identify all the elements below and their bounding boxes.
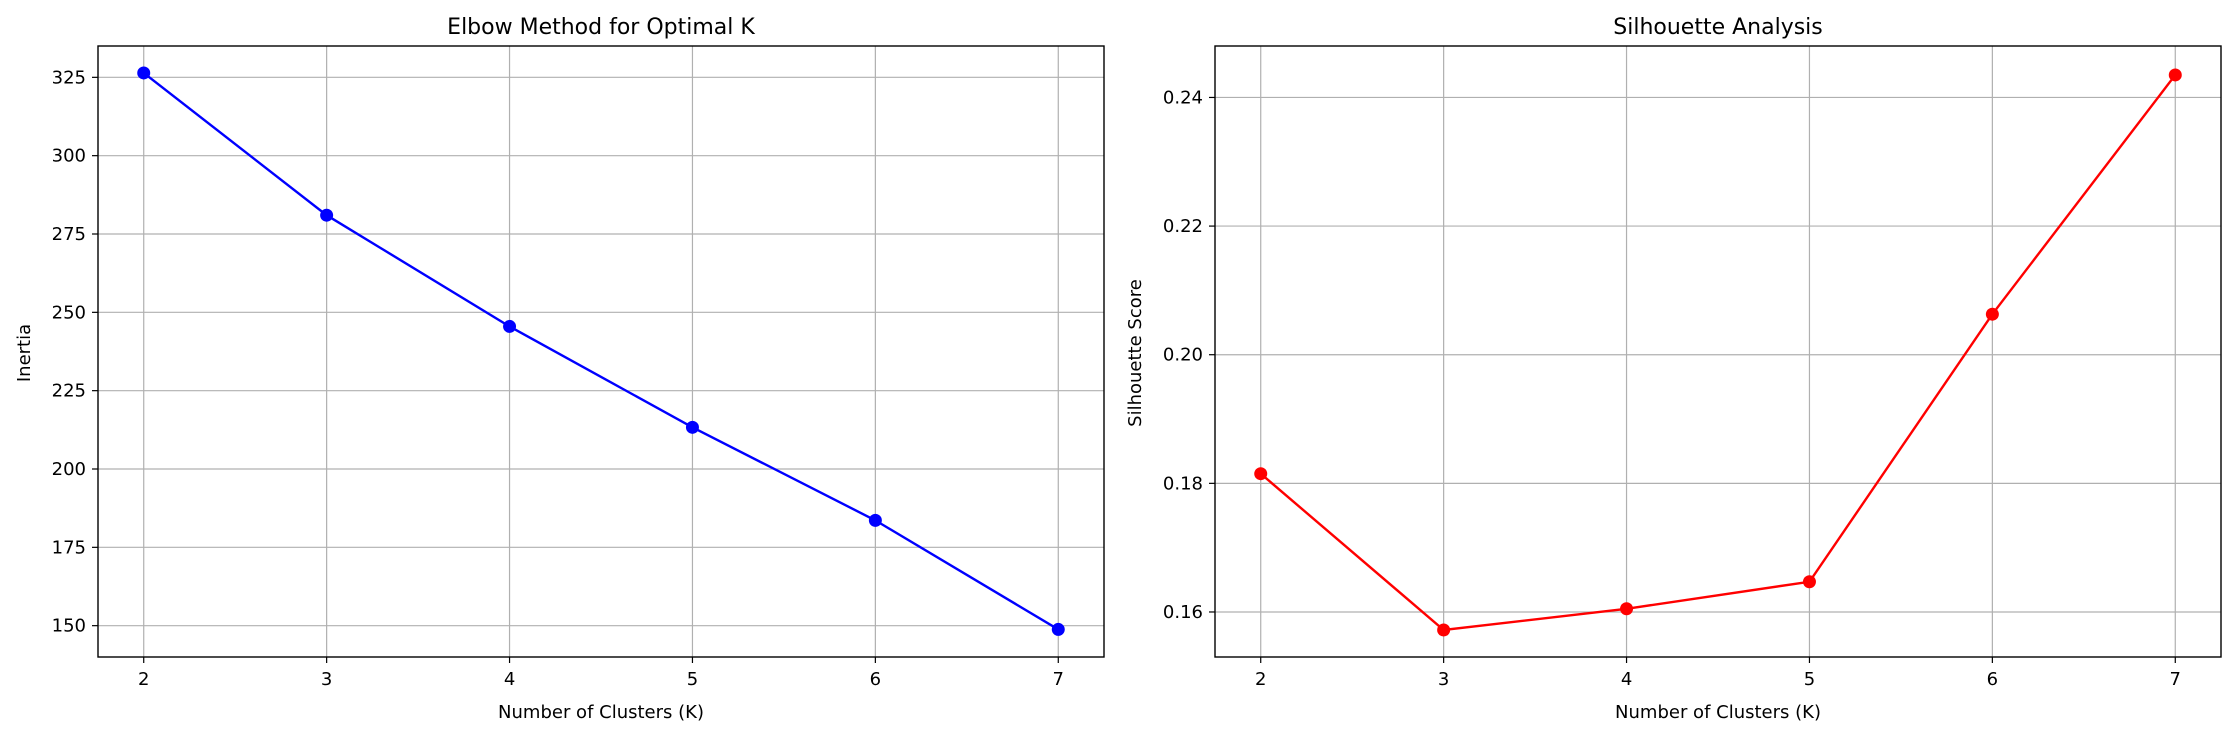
y-tick-label: 225 [52, 381, 86, 402]
y-tick-label: 175 [52, 537, 86, 558]
elbow-chart: Elbow Method for Optimal K Number of Clu… [14, 15, 1105, 723]
x-tick-label: 5 [687, 669, 698, 690]
data-point [1985, 307, 1999, 321]
y-axis-label: Silhouette Score [1125, 279, 1146, 427]
data-point [1802, 575, 1816, 589]
silhouette-chart: Silhouette Analysis Number of Clusters (… [1125, 15, 2222, 723]
x-tick-label: 4 [504, 669, 515, 690]
y-axis-label: Inertia [14, 324, 35, 382]
y-tick-label: 325 [52, 67, 86, 88]
y-tick-label: 0.20 [1163, 345, 1203, 366]
chart-title: Silhouette Analysis [1613, 15, 1823, 40]
y-tick-label: 0.18 [1163, 473, 1203, 494]
x-tick-label: 2 [138, 669, 149, 690]
x-tick-label: 7 [2170, 669, 2181, 690]
data-point [2168, 68, 2182, 82]
data-point [1254, 467, 1268, 481]
x-tick-label: 6 [1987, 669, 1998, 690]
plot-frame [1214, 45, 2222, 658]
y-tick-label: 0.24 [1163, 87, 1203, 108]
y-tick-label: 250 [52, 302, 86, 323]
y-tick-label: 300 [52, 146, 86, 167]
y-tick-label: 275 [52, 224, 86, 245]
y-tick-label: 0.22 [1163, 216, 1203, 237]
series-line [142, 71, 1059, 631]
x-tick-label: 5 [1804, 669, 1815, 690]
y-tick-label: 0.16 [1163, 602, 1203, 623]
x-tick-label: 3 [321, 669, 332, 690]
data-point [320, 208, 334, 222]
x-tick-label: 4 [1621, 669, 1632, 690]
y-tick-label: 150 [52, 616, 86, 637]
data-point [137, 66, 151, 80]
x-tick-label: 6 [870, 669, 881, 690]
x-axis-label: Number of Clusters (K) [1615, 702, 1821, 723]
x-tick-label: 3 [1438, 669, 1449, 690]
data-point [1620, 602, 1634, 616]
x-axis-label: Number of Clusters (K) [498, 702, 704, 723]
plot-frame [97, 45, 1105, 658]
y-tick-label: 200 [52, 459, 86, 480]
data-point [1437, 623, 1451, 637]
data-point [868, 513, 882, 527]
data-point [503, 319, 517, 333]
chart-title: Elbow Method for Optimal K [447, 15, 755, 40]
x-tick-label: 7 [1053, 669, 1064, 690]
data-point [685, 420, 699, 434]
series-line [1259, 74, 2177, 632]
data-point [1051, 622, 1065, 636]
x-tick-label: 2 [1255, 669, 1266, 690]
